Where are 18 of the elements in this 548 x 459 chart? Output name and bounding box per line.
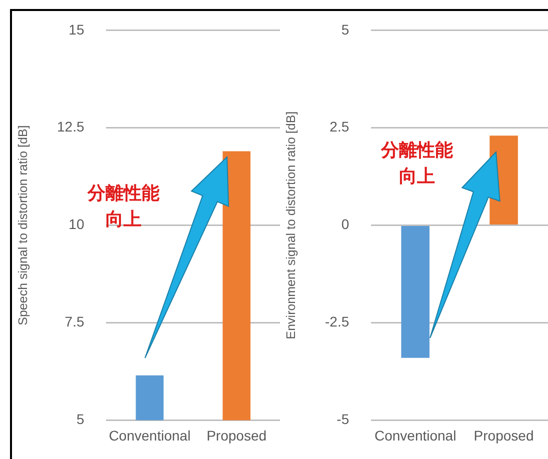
- y-tick-label: -2.5: [325, 314, 350, 330]
- y-tick-label: 0: [341, 216, 350, 232]
- x-tick-label: Proposed: [474, 427, 534, 444]
- y-tick-label: 5: [76, 411, 84, 428]
- y-tick-label: -5: [336, 411, 350, 428]
- annotation: 分離性能向上: [86, 182, 160, 230]
- y-axis-title: Environment signal to distortion ratio [dB]: [284, 111, 298, 340]
- y-tick-label: 7.5: [64, 314, 84, 330]
- x-tick-label: Proposed: [206, 427, 267, 444]
- x-tick-label: Conventional: [108, 427, 191, 444]
- y-tick-label: 12.5: [57, 118, 84, 135]
- y-tick-label: 15: [68, 21, 84, 38]
- x-tick-label: Conventional: [374, 427, 456, 444]
- y-axis-title: Speech signal to distortion ratio [dB]: [16, 125, 30, 326]
- y-tick-label: 2.5: [330, 118, 350, 135]
- y-tick-label: 10: [68, 216, 84, 232]
- y-tick-label: 5: [341, 21, 350, 38]
- annotation: 分離性能向上: [380, 140, 454, 187]
